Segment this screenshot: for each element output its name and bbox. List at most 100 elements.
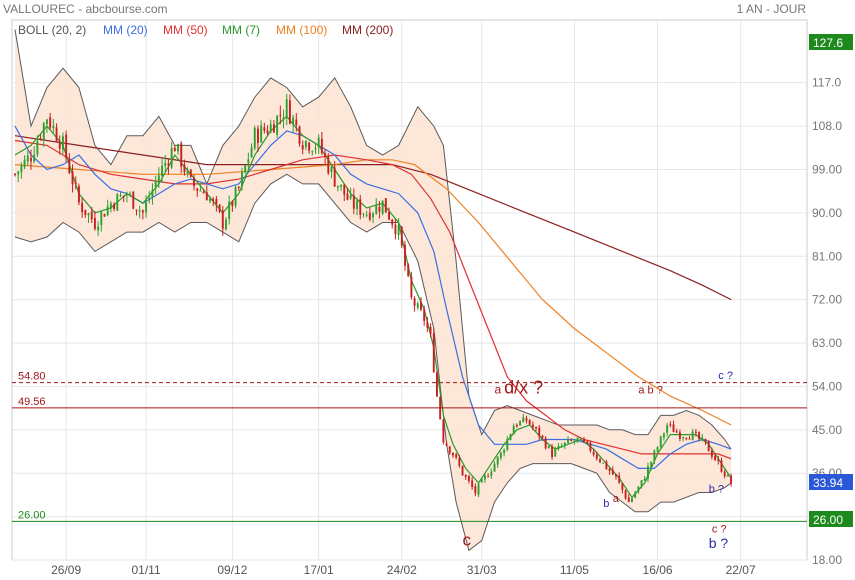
candle-body xyxy=(42,123,45,140)
candle-body xyxy=(471,480,474,488)
candle-body xyxy=(276,115,279,135)
candle-body xyxy=(292,117,295,125)
candle-body xyxy=(557,446,560,450)
candle-body xyxy=(455,454,458,458)
candle-body xyxy=(119,195,122,197)
candle-body xyxy=(698,432,701,440)
wave-label-5: b xyxy=(603,498,609,510)
candle-body xyxy=(205,192,208,201)
candle-body xyxy=(413,298,416,306)
candle-body xyxy=(442,419,445,443)
candle-body xyxy=(563,442,566,447)
candle-body xyxy=(36,141,39,155)
candle-body xyxy=(189,169,192,177)
candle-body xyxy=(365,214,368,216)
x-tick-label: 17/01 xyxy=(304,563,334,577)
wave-label-9: b ? xyxy=(709,535,729,551)
candle-body xyxy=(576,437,579,440)
candle-body xyxy=(209,198,211,202)
candle-body xyxy=(263,127,266,131)
candle-body xyxy=(84,209,87,215)
candle-body xyxy=(135,209,138,211)
candle-body xyxy=(340,184,343,187)
candle-body xyxy=(624,490,627,499)
line-mm200 xyxy=(14,135,732,301)
legend-mm7[interactable]: MM (7) xyxy=(222,23,260,37)
candle-body xyxy=(109,203,112,209)
candle-body xyxy=(573,440,576,442)
candle-body xyxy=(410,276,413,298)
candle-body xyxy=(519,421,522,426)
candle-body xyxy=(602,462,605,464)
level-label-2: 26.00 xyxy=(18,509,46,521)
candle-body xyxy=(682,437,685,439)
candle-body xyxy=(247,159,250,164)
candle-body xyxy=(285,99,288,117)
candle-body xyxy=(330,167,333,173)
line-mm100 xyxy=(14,159,732,426)
candle-body xyxy=(688,438,691,440)
candle-body xyxy=(157,175,160,184)
candle-body xyxy=(116,194,119,211)
candle-body xyxy=(375,204,378,214)
candle-body xyxy=(672,424,675,433)
x-tick-label: 09/12 xyxy=(217,563,247,577)
candle-body xyxy=(720,460,723,472)
candle-body xyxy=(311,151,314,153)
candle-body xyxy=(544,438,547,449)
candle-body xyxy=(202,191,205,194)
candle-body xyxy=(372,213,374,218)
candle-body xyxy=(515,424,518,427)
candle-body xyxy=(586,441,589,443)
candle-body xyxy=(333,167,336,187)
candle-body xyxy=(436,372,438,397)
candle-body xyxy=(512,425,515,435)
wave-annotations: ca d/x ? a b ?c ?b ab ?c ?b ? xyxy=(463,370,733,551)
candle-body xyxy=(20,164,23,172)
candle-body xyxy=(17,171,20,175)
candle-body xyxy=(599,459,601,463)
candle-body xyxy=(474,486,477,494)
candle-body xyxy=(52,125,55,129)
candle-body xyxy=(535,426,538,429)
legend-mm50[interactable]: MM (50) xyxy=(163,23,208,37)
candle-body xyxy=(653,450,656,462)
candle-body xyxy=(359,199,362,215)
horizontal-levels: 54.80 49.56 26.00 xyxy=(12,371,807,522)
candle-body xyxy=(611,469,614,475)
candle-body xyxy=(461,465,464,476)
candle-body xyxy=(589,442,592,451)
candle-body xyxy=(132,191,135,209)
candle-body xyxy=(241,172,243,187)
candle-body xyxy=(74,182,77,184)
candle-body xyxy=(100,212,103,225)
svg-text:127.6: 127.6 xyxy=(813,36,843,50)
candle-body xyxy=(691,431,694,440)
candle-body xyxy=(506,439,509,450)
candle-body xyxy=(483,475,486,480)
legend-mm100[interactable]: MM (100) xyxy=(276,23,327,37)
y-tick-label: 90.00 xyxy=(812,206,842,220)
candle-body xyxy=(356,200,359,210)
candle-body xyxy=(678,432,681,439)
candle-body xyxy=(196,188,199,191)
candle-body xyxy=(164,162,167,166)
candle-body xyxy=(68,159,71,173)
candle-body xyxy=(675,431,678,433)
candle-body xyxy=(400,226,403,246)
moving-average-lines xyxy=(14,115,732,499)
period-label[interactable]: 1 AN - JOUR xyxy=(737,2,807,16)
candle-body xyxy=(327,156,330,174)
legend-mm200[interactable]: MM (200) xyxy=(342,23,393,37)
candle-body xyxy=(714,455,717,461)
level-label-1: 49.56 xyxy=(18,396,46,408)
candle-body xyxy=(384,198,387,213)
legend-mm20[interactable]: MM (20) xyxy=(103,23,148,37)
legend-boll[interactable]: BOLL (20, 2) xyxy=(18,23,86,37)
candle-body xyxy=(320,138,323,153)
candle-body xyxy=(49,117,52,128)
candle-body xyxy=(525,418,528,421)
svg-text:26.00: 26.00 xyxy=(813,513,843,527)
candle-body xyxy=(730,475,733,484)
candle-body xyxy=(308,142,311,151)
